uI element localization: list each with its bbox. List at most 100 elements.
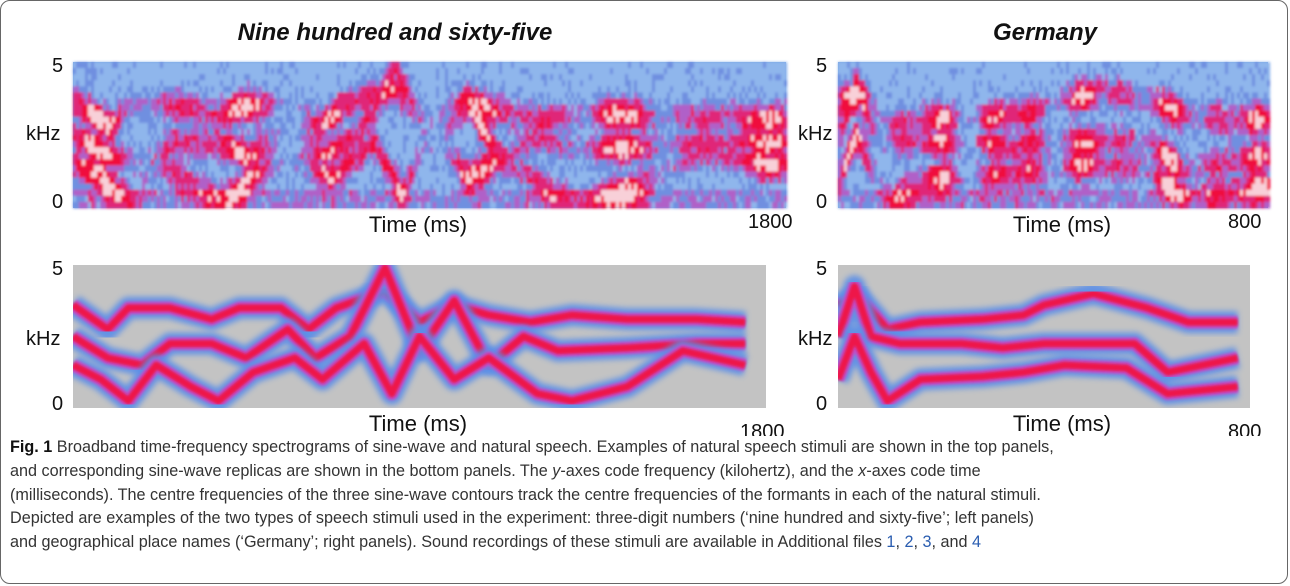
spectrogram-cell bbox=[355, 122, 359, 130]
spectrogram-cell bbox=[100, 189, 104, 197]
spectrogram-cell bbox=[586, 80, 590, 87]
spectrogram-cell bbox=[136, 177, 140, 185]
spectrogram-cell bbox=[514, 128, 518, 136]
spectrogram-cell bbox=[160, 116, 164, 124]
spectrogram-cell bbox=[523, 141, 527, 148]
spectrogram-cell bbox=[334, 201, 338, 209]
spectrogram-cell bbox=[649, 195, 653, 203]
spectrogram-cell bbox=[427, 122, 431, 130]
spectrogram-cell bbox=[94, 171, 98, 179]
spectrogram-cell bbox=[178, 189, 182, 197]
spectrogram-cell bbox=[268, 141, 272, 148]
spectrogram-cell bbox=[271, 104, 275, 112]
spectrogram-cell bbox=[538, 80, 542, 87]
spectrogram-cell bbox=[499, 74, 503, 81]
spectrogram-cell bbox=[688, 110, 692, 118]
spectrogram-cell bbox=[196, 80, 200, 87]
spectrogram-cell bbox=[625, 92, 629, 99]
spectrogram-cell bbox=[517, 141, 521, 148]
spectrogram-cell bbox=[487, 104, 491, 112]
spectrogram-cell bbox=[433, 110, 437, 118]
spectrogram-cell bbox=[391, 201, 395, 209]
spectrogram-cell bbox=[151, 86, 155, 93]
spectrogram-cell bbox=[118, 110, 122, 118]
spectrogram-cell bbox=[535, 74, 539, 81]
spectrogram-cell bbox=[559, 98, 563, 106]
spectrogram-cell bbox=[430, 201, 434, 209]
spectrogram-cell bbox=[577, 122, 581, 130]
spectrogram-cell bbox=[268, 183, 272, 191]
spectrogram-cell bbox=[220, 80, 224, 87]
spectrogram-cell bbox=[589, 122, 593, 130]
spectrogram-cell bbox=[97, 189, 101, 197]
spectrogram-cell bbox=[373, 74, 377, 81]
spectrogram-cell bbox=[190, 183, 194, 191]
spectrogram-cell bbox=[211, 147, 215, 154]
spectrogram-cell bbox=[280, 195, 284, 203]
spectrogram-cell bbox=[532, 92, 536, 99]
spectrogram-cell bbox=[88, 201, 92, 209]
spectrogram-cell bbox=[259, 195, 263, 203]
spectrogram-cell bbox=[403, 159, 407, 166]
spectrogram-cell bbox=[451, 183, 455, 191]
spectrogram-cell bbox=[451, 62, 455, 69]
spectrogram-cell bbox=[418, 201, 422, 209]
spectrogram-cell bbox=[484, 159, 488, 166]
spectrogram-cell bbox=[523, 104, 527, 112]
spectrogram-cell bbox=[577, 104, 581, 112]
spectrogram-cell bbox=[547, 62, 551, 69]
spectrogram-cell bbox=[532, 201, 536, 209]
spectrogram-cell bbox=[427, 189, 431, 197]
spectrogram-cell bbox=[433, 195, 437, 203]
spectrogram-cell bbox=[184, 92, 188, 99]
spectrogram-cell bbox=[85, 183, 89, 191]
spectrogram-cell bbox=[397, 147, 401, 154]
spectrogram-cell bbox=[394, 128, 398, 136]
spectrogram-cell bbox=[559, 165, 563, 172]
spectrogram-cell bbox=[313, 177, 317, 185]
spectrogram-cell bbox=[265, 177, 269, 185]
spectrogram-cell bbox=[547, 122, 551, 130]
spectrogram-cell bbox=[379, 74, 383, 81]
spectrogram-cell bbox=[511, 153, 515, 160]
spectrogram-cell bbox=[439, 110, 443, 118]
spectrogram-cell bbox=[148, 195, 152, 203]
spectrogram-cell bbox=[148, 147, 152, 154]
spectrogram-cell bbox=[232, 110, 236, 118]
spectrogram-cell bbox=[76, 135, 80, 142]
spectrogram-cell bbox=[661, 189, 665, 197]
spectrogram-cell bbox=[322, 177, 326, 185]
spectrogram-cell bbox=[508, 183, 512, 191]
spectrogram-cell bbox=[223, 135, 227, 142]
spectrogram-cell bbox=[193, 135, 197, 142]
spectrogram-cell bbox=[589, 62, 593, 69]
spectrogram-cell bbox=[385, 104, 389, 112]
spectrogram-cell bbox=[319, 201, 323, 209]
spectrogram-cell bbox=[244, 122, 248, 130]
spectrogram-cell bbox=[73, 110, 77, 118]
spectrogram-cell bbox=[694, 92, 698, 99]
spectrogram-cell bbox=[439, 98, 443, 106]
spectrogram-cell bbox=[514, 177, 518, 185]
spectrogram-cell bbox=[508, 135, 512, 142]
spectrogram-cell bbox=[214, 86, 218, 93]
spectrogram-cell bbox=[220, 74, 224, 81]
spectrogram-cell bbox=[499, 141, 503, 148]
spectrogram-cell bbox=[475, 189, 479, 197]
spectrogram-cell bbox=[280, 80, 284, 87]
spectrogram-cell bbox=[217, 98, 221, 106]
spectrogram-cell bbox=[301, 195, 305, 203]
spectrogram-cell bbox=[343, 68, 347, 75]
spectrogram-cell bbox=[445, 177, 449, 185]
spectrogram-cell bbox=[391, 189, 395, 197]
spectrogram-cell bbox=[364, 171, 368, 179]
spectrogram-cell bbox=[421, 141, 425, 148]
spectrogram-cell bbox=[289, 183, 293, 191]
spectrogram-cell bbox=[610, 62, 614, 69]
spectrogram-cell bbox=[373, 177, 377, 185]
spectrogram-cell bbox=[688, 153, 692, 160]
spectrogram-cell bbox=[655, 141, 659, 148]
spectrogram-cell bbox=[322, 189, 326, 197]
spectrogram-cell bbox=[238, 98, 242, 106]
spectrogram-cell bbox=[298, 141, 302, 148]
